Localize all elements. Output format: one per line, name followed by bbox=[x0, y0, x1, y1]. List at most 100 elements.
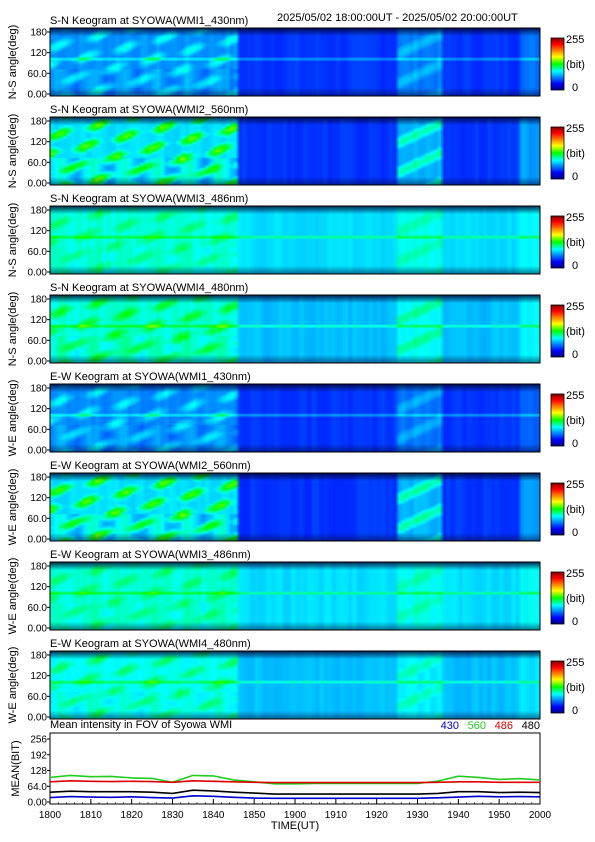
y-tick-label: 120 bbox=[30, 493, 47, 504]
y-tick-label: 64.0 bbox=[28, 782, 48, 793]
keogram-frame bbox=[49, 472, 541, 542]
colorbar-unit-label: (bit) bbox=[566, 415, 585, 427]
keogram-edge-shade bbox=[50, 384, 540, 452]
panel-title: E-W Keogram at SYOWA(WMI4_480nm) bbox=[50, 638, 251, 650]
x-tick-label: 1930 bbox=[406, 810, 429, 821]
y-tick-label: 120 bbox=[30, 315, 47, 326]
series-line-486 bbox=[49, 779, 540, 784]
colorbar-max-label: 255 bbox=[566, 657, 584, 669]
keogram-edge-shade bbox=[50, 206, 540, 274]
colorbar-min-label: 0 bbox=[572, 260, 578, 272]
y-tick-label: 180 bbox=[30, 473, 47, 484]
y-axis-label: W-E angle(deg) bbox=[7, 380, 19, 457]
panel-title: S-N Keogram at SYOWA(WMI3_486nm) bbox=[50, 193, 248, 205]
colorbar-unit-label: (bit) bbox=[566, 593, 585, 605]
y-tick-label: 60.0 bbox=[28, 69, 48, 80]
colorbar-unit-label: (bit) bbox=[566, 237, 585, 249]
y-tick-label: 120 bbox=[30, 226, 47, 237]
keogram-frame bbox=[49, 27, 541, 97]
colorbar bbox=[550, 37, 565, 91]
y-tick-label: 256 bbox=[30, 735, 47, 746]
keogram-panel: E-W Keogram at SYOWA(WMI4_480nm)180 120 60… bbox=[7, 638, 585, 724]
y-tick-label: 0.00 bbox=[28, 268, 48, 279]
keogram-edge-shade bbox=[50, 562, 540, 630]
keogram-edge-shade bbox=[50, 295, 540, 363]
keogram-frame bbox=[49, 650, 541, 720]
y-tick-label: 0.00 bbox=[28, 357, 48, 368]
x-tick-label: 1950 bbox=[488, 810, 511, 821]
chart-title: Mean intensity in FOV of Syowa WMI bbox=[50, 719, 232, 731]
y-tick-label: 60.0 bbox=[28, 603, 48, 614]
y-tick-label: 60.0 bbox=[28, 247, 48, 258]
y-tick-label: 0.00 bbox=[28, 624, 48, 635]
panel-title: E-W Keogram at SYOWA(WMI3_486nm) bbox=[50, 549, 251, 561]
y-tick-label: 60.0 bbox=[28, 425, 48, 436]
colorbar-max-label: 255 bbox=[566, 568, 584, 580]
y-tick-label: 0.00 bbox=[28, 798, 48, 809]
x-tick-label: 1920 bbox=[366, 810, 389, 821]
keogram-panel: E-W Keogram at SYOWA(WMI1_430nm)180 120 60… bbox=[7, 371, 585, 457]
keogram-frame bbox=[49, 294, 541, 364]
colorbar bbox=[550, 215, 565, 269]
colorbar-min-label: 0 bbox=[572, 349, 578, 361]
panel-title: S-N Keogram at SYOWA(WMI1_430nm) bbox=[50, 15, 248, 27]
y-tick-label: 0.00 bbox=[28, 535, 48, 546]
y-tick-label: 0.00 bbox=[28, 446, 48, 457]
y-tick-label: 180 bbox=[30, 206, 47, 217]
colorbar-max-label: 255 bbox=[566, 479, 584, 491]
keogram-frame bbox=[49, 561, 541, 631]
y-tick-label: 0.00 bbox=[28, 713, 48, 724]
keogram-edge-shade bbox=[50, 117, 540, 185]
series-line-430 bbox=[49, 794, 541, 800]
y-tick-label: 120 bbox=[30, 48, 47, 59]
colorbar-min-label: 0 bbox=[572, 438, 578, 450]
colorbar bbox=[550, 304, 565, 358]
colorbar-max-label: 255 bbox=[566, 123, 584, 135]
time-range-label: 2025/05/02 18:00:00UT - 2025/05/02 20:00… bbox=[277, 12, 518, 24]
y-tick-label: 128 bbox=[30, 766, 47, 777]
keogram-panel: E-W Keogram at SYOWA(WMI3_486nm)180 120 60… bbox=[7, 549, 585, 635]
keogram-edge-shade bbox=[50, 651, 540, 719]
x-tick-label: 1840 bbox=[202, 810, 225, 821]
colorbar-unit-label: (bit) bbox=[566, 59, 585, 71]
x-tick-label: 1850 bbox=[243, 810, 266, 821]
y-tick-label: 60.0 bbox=[28, 692, 48, 703]
y-tick-label: 0.00 bbox=[28, 179, 48, 190]
colorbar bbox=[550, 393, 565, 447]
y-tick-label: 120 bbox=[30, 137, 47, 148]
y-tick-label: 60.0 bbox=[28, 514, 48, 525]
y-axis-label: W-E angle(deg) bbox=[7, 469, 19, 546]
panel-title: E-W Keogram at SYOWA(WMI2_560nm) bbox=[50, 460, 251, 472]
colorbar-min-label: 0 bbox=[572, 82, 578, 94]
y-tick-label: 60.0 bbox=[28, 336, 48, 347]
x-tick-label: 1940 bbox=[447, 810, 470, 821]
y-tick-label: 180 bbox=[30, 117, 47, 128]
y-tick-label: 120 bbox=[30, 404, 47, 415]
keogram-edge-shade bbox=[50, 473, 540, 541]
colorbar-min-label: 0 bbox=[572, 616, 578, 628]
panel-title: S-N Keogram at SYOWA(WMI4_480nm) bbox=[50, 282, 248, 294]
colorbar bbox=[550, 482, 565, 536]
x-tick-label: 1910 bbox=[325, 810, 348, 821]
x-axis-label: TIME(UT) bbox=[271, 820, 319, 832]
colorbar-unit-label: (bit) bbox=[566, 148, 585, 160]
panel-title: E-W Keogram at SYOWA(WMI1_430nm) bbox=[50, 371, 251, 383]
y-tick-label: 180 bbox=[30, 295, 47, 306]
y-tick-label: 180 bbox=[30, 651, 47, 662]
colorbar bbox=[550, 571, 565, 625]
colorbar-min-label: 0 bbox=[572, 527, 578, 539]
colorbar-min-label: 0 bbox=[572, 171, 578, 183]
colorbar-max-label: 255 bbox=[566, 34, 584, 46]
colorbar bbox=[550, 660, 565, 714]
keogram-panel: E-W Keogram at SYOWA(WMI2_560nm)180 120 60… bbox=[7, 460, 585, 546]
x-tick-label: 1800 bbox=[39, 810, 62, 821]
colorbar-max-label: 255 bbox=[566, 212, 584, 224]
legend: 480 486 560 430 bbox=[441, 720, 540, 732]
series-line-480 bbox=[49, 789, 541, 795]
keogram-frame bbox=[49, 116, 541, 186]
colorbar-unit-label: (bit) bbox=[566, 504, 585, 516]
keogram-panel: S-N Keogram at SYOWA(WMI2_560nm)180 120 60… bbox=[7, 104, 585, 190]
y-tick-label: 192 bbox=[30, 750, 47, 761]
legend-entry: 430 bbox=[441, 720, 459, 732]
